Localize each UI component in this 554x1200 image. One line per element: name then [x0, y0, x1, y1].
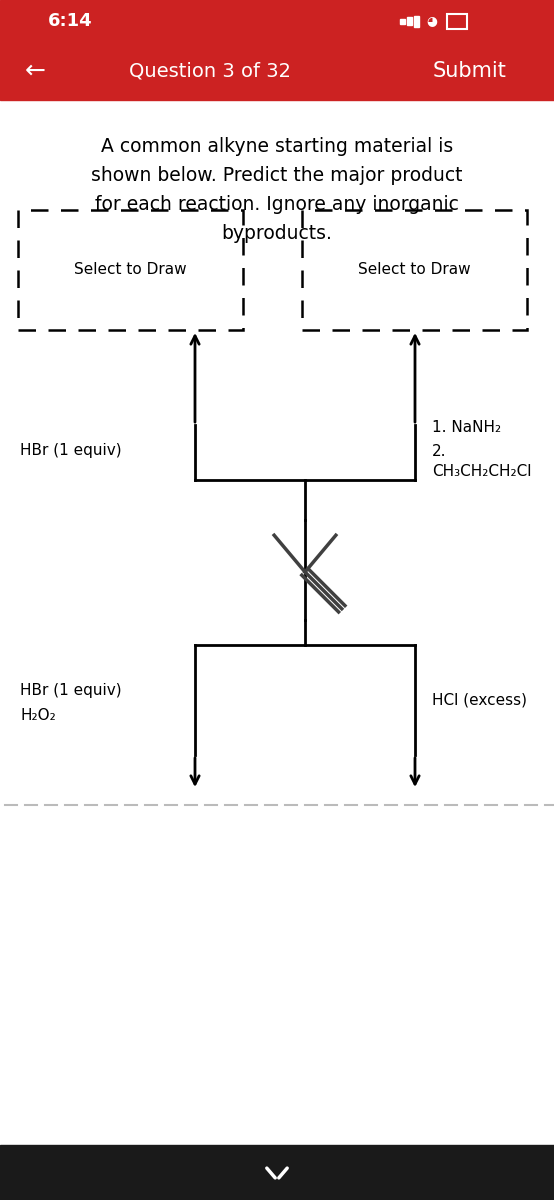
Text: 1. NaNH₂: 1. NaNH₂ [432, 420, 501, 436]
Text: HBr (1 equiv): HBr (1 equiv) [20, 443, 122, 457]
Bar [0, 0, 554, 42]
Text: HCl (excess): HCl (excess) [432, 692, 527, 708]
Bar [400, 18, 405, 24]
Text: 2.: 2. [432, 444, 447, 460]
Text: Submit: Submit [433, 61, 507, 80]
Text: Select to Draw: Select to Draw [74, 263, 187, 277]
Bar [407, 17, 412, 25]
Text: Question 3 of 32: Question 3 of 32 [129, 61, 291, 80]
Text: 6:14: 6:14 [48, 12, 93, 30]
Text: HBr (1 equiv): HBr (1 equiv) [20, 683, 122, 697]
Text: CH₃CH₂CH₂Cl: CH₃CH₂CH₂Cl [432, 464, 531, 480]
Bar [0, 42, 554, 100]
Bar [0, 1145, 554, 1200]
Text: Select to Draw: Select to Draw [358, 263, 471, 277]
Text: ◕: ◕ [427, 14, 438, 28]
Text: A common alkyne starting material is
shown below. Predict the major product
for : A common alkyne starting material is sho… [91, 137, 463, 242]
Bar [18, 210, 243, 330]
Bar [302, 210, 527, 330]
Text: ←: ← [25, 59, 46, 83]
Bar [414, 16, 419, 26]
Text: H₂O₂: H₂O₂ [20, 708, 56, 722]
